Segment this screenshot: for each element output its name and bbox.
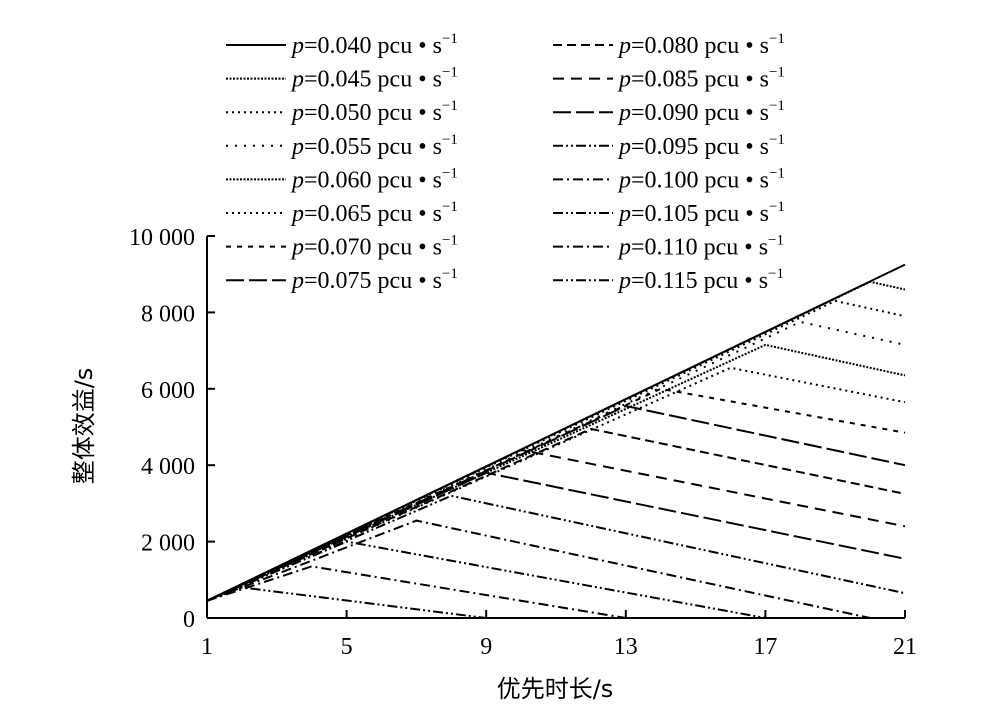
y-axis-label: 整体效益/s <box>70 368 98 485</box>
legend-label-6: p=0.070 pcu • s−1 <box>290 233 458 261</box>
x-tick-label: 5 <box>341 634 353 660</box>
series-line-14 <box>206 565 626 619</box>
series-line-8 <box>206 427 906 602</box>
y-tick-label: 0 <box>183 607 195 633</box>
series-line-10 <box>206 471 906 602</box>
legend: p=0.040 pcu • s−1 p=0.045 pcu • s−1 p=0.05… <box>226 31 785 294</box>
series-line-13 <box>206 540 766 619</box>
legend-label-5: p=0.065 pcu • s−1 <box>290 199 458 227</box>
legend-label-9: p=0.085 pcu • s−1 <box>617 65 785 93</box>
axes: 1 5 9 13 17 21 0 2 000 4 000 6 000 8 000 10 000 <box>129 225 917 660</box>
legend-label-14: p=0.110 pcu • s−1 <box>617 233 784 261</box>
y-tick-label: 4 000 <box>141 454 195 480</box>
x-tick-label: 17 <box>753 634 777 660</box>
legend-label-2: p=0.050 pcu • s−1 <box>290 98 458 126</box>
x-axis-label: 优先时长/s <box>497 675 614 703</box>
series-line-12 <box>206 519 871 619</box>
legend-label-11: p=0.095 pcu • s−1 <box>617 132 785 160</box>
y-tick-label: 10 000 <box>129 225 195 251</box>
series-line-4 <box>206 343 906 602</box>
plot-area <box>206 263 906 619</box>
y-tick-label: 2 000 <box>141 531 195 557</box>
legend-label-15: p=0.115 pcu • s−1 <box>617 266 784 294</box>
series-line-3 <box>206 320 906 602</box>
legend-label-3: p=0.055 pcu • s−1 <box>290 132 458 160</box>
legend-label-10: p=0.090 pcu • s−1 <box>617 98 785 126</box>
series-line-5 <box>206 366 906 602</box>
series-line-1 <box>206 280 906 602</box>
x-tick-label: 13 <box>614 634 638 660</box>
x-tick-label: 9 <box>480 634 492 660</box>
legend-label-0: p=0.040 pcu • s−1 <box>290 31 458 59</box>
legend-label-8: p=0.080 pcu • s−1 <box>617 31 785 59</box>
series-line-2 <box>206 299 906 602</box>
series-line-11 <box>206 494 906 602</box>
y-tick-label: 8 000 <box>141 301 195 327</box>
series-line-6 <box>206 387 906 602</box>
y-tick-label: 6 000 <box>141 378 195 404</box>
legend-label-1: p=0.045 pcu • s−1 <box>290 65 458 93</box>
legend-label-13: p=0.105 pcu • s−1 <box>617 199 785 227</box>
series-line-15 <box>206 586 487 619</box>
x-tick-label: 21 <box>893 634 917 660</box>
legend-label-4: p=0.060 pcu • s−1 <box>290 165 458 193</box>
x-tick-label: 1 <box>201 634 213 660</box>
series-line-9 <box>206 448 906 602</box>
legend-label-12: p=0.100 pcu • s−1 <box>617 165 785 193</box>
legend-label-7: p=0.075 pcu • s−1 <box>290 266 458 294</box>
